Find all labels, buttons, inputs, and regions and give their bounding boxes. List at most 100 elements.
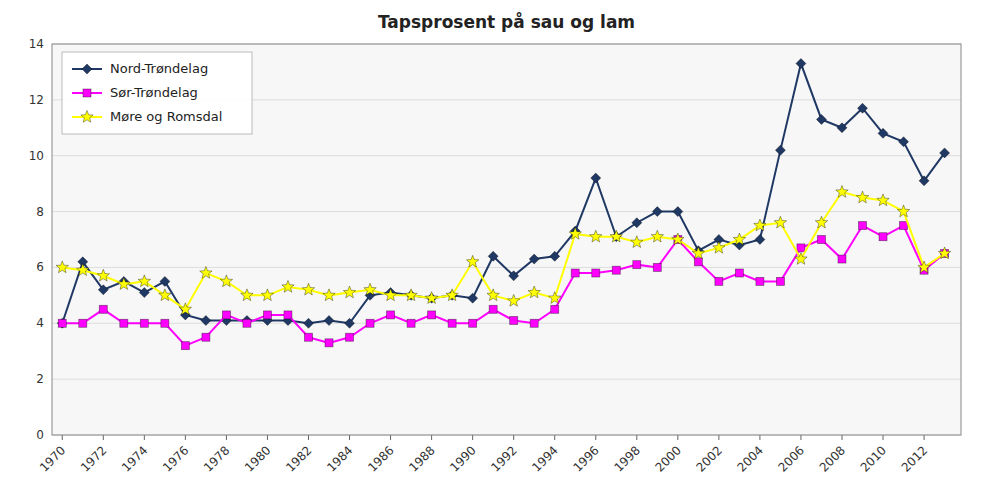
point-marker xyxy=(118,278,130,290)
point-marker xyxy=(797,244,805,252)
point-marker xyxy=(631,236,643,248)
x-tick-label: 2006 xyxy=(776,443,807,474)
x-tick-label: 1986 xyxy=(365,443,396,474)
point-marker xyxy=(692,247,704,259)
x-tick-label: 2012 xyxy=(899,443,930,474)
plot-background xyxy=(52,44,961,435)
point-marker xyxy=(79,319,87,327)
point-marker xyxy=(508,294,520,306)
x-tick xyxy=(349,435,350,440)
point-marker xyxy=(489,305,497,313)
legend-label: Møre og Romsdal xyxy=(110,109,222,124)
legend-swatch-marker xyxy=(82,64,92,74)
point-marker xyxy=(509,271,519,281)
point-marker xyxy=(796,59,806,69)
point-marker xyxy=(571,269,579,277)
x-tick-label: 1990 xyxy=(447,443,478,474)
legend-label: Sør-Trøndelag xyxy=(110,85,198,100)
point-marker xyxy=(775,145,785,155)
x-tick xyxy=(513,435,514,440)
x-tick-label: 1980 xyxy=(242,443,273,474)
x-tick-label: 1998 xyxy=(611,443,642,474)
x-tick-label: 2000 xyxy=(652,443,683,474)
point-marker xyxy=(469,319,477,327)
point-marker xyxy=(836,186,848,198)
legend-swatch-marker xyxy=(83,89,91,97)
x-tick xyxy=(144,435,145,440)
x-tick xyxy=(472,435,473,440)
point-marker xyxy=(529,254,539,264)
point-marker xyxy=(407,319,415,327)
point-marker xyxy=(672,233,684,245)
point-marker xyxy=(58,319,66,327)
x-tick xyxy=(636,435,637,440)
point-marker xyxy=(919,176,929,186)
series-line xyxy=(62,192,944,309)
point-marker xyxy=(612,266,620,274)
point-marker xyxy=(282,280,294,292)
x-tick xyxy=(677,435,678,440)
point-marker xyxy=(98,285,108,295)
point-marker xyxy=(366,319,374,327)
point-marker xyxy=(220,275,232,287)
point-marker xyxy=(139,288,149,298)
x-tick-label: 1992 xyxy=(488,443,519,474)
x-tick-label: 2004 xyxy=(735,443,766,474)
y-tick-label: 0 xyxy=(36,428,44,442)
point-marker xyxy=(651,230,663,242)
point-marker xyxy=(346,333,354,341)
chart: 0246810121419701972197419761978198019821… xyxy=(0,0,981,497)
x-tick xyxy=(718,435,719,440)
point-marker xyxy=(261,289,273,301)
point-marker xyxy=(446,289,458,301)
point-marker xyxy=(899,137,909,147)
point-marker xyxy=(795,253,807,265)
y-grid-line xyxy=(52,155,961,156)
point-marker xyxy=(591,173,601,183)
x-tick xyxy=(924,435,925,440)
point-marker xyxy=(200,267,212,279)
point-marker xyxy=(384,289,396,301)
y-tick-label: 2 xyxy=(36,372,44,386)
point-marker xyxy=(733,233,745,245)
legend: Nord-Trøndelag Sør-Trøndelag Møre og Romsd… xyxy=(62,52,252,134)
x-tick xyxy=(554,435,555,440)
point-marker xyxy=(405,289,417,301)
point-marker xyxy=(99,305,107,313)
point-marker xyxy=(364,283,376,295)
legend-box xyxy=(62,52,252,134)
point-marker xyxy=(569,227,581,239)
point-marker xyxy=(590,230,602,242)
point-marker xyxy=(900,222,908,230)
point-marker xyxy=(387,311,395,319)
point-marker xyxy=(159,289,171,301)
x-tick-label: 1972 xyxy=(78,443,109,474)
x-tick xyxy=(103,435,104,440)
point-marker xyxy=(878,128,888,138)
y-grid-line xyxy=(52,323,961,324)
point-marker xyxy=(448,319,456,327)
point-marker xyxy=(304,333,312,341)
point-marker xyxy=(837,123,847,133)
y-grid-line xyxy=(52,211,961,212)
point-marker xyxy=(940,148,950,158)
grid xyxy=(52,44,961,435)
point-marker xyxy=(303,318,313,328)
point-marker xyxy=(715,277,723,285)
x-tick-label: 1974 xyxy=(119,443,150,474)
x-tick-label: 1984 xyxy=(324,443,355,474)
x-tick-label: 1994 xyxy=(529,443,560,474)
point-marker xyxy=(487,289,499,301)
point-marker xyxy=(263,311,271,319)
point-marker xyxy=(77,264,89,276)
point-marker xyxy=(817,236,825,244)
point-marker xyxy=(202,333,210,341)
x-tick-label: 1988 xyxy=(406,443,437,474)
point-marker xyxy=(57,318,67,328)
y-tick-label: 8 xyxy=(36,205,44,219)
point-marker xyxy=(633,261,641,269)
y-grid-line xyxy=(52,379,961,380)
legend-label: Nord-Trøndelag xyxy=(110,61,208,76)
point-marker xyxy=(838,255,846,263)
point-marker xyxy=(859,222,867,230)
